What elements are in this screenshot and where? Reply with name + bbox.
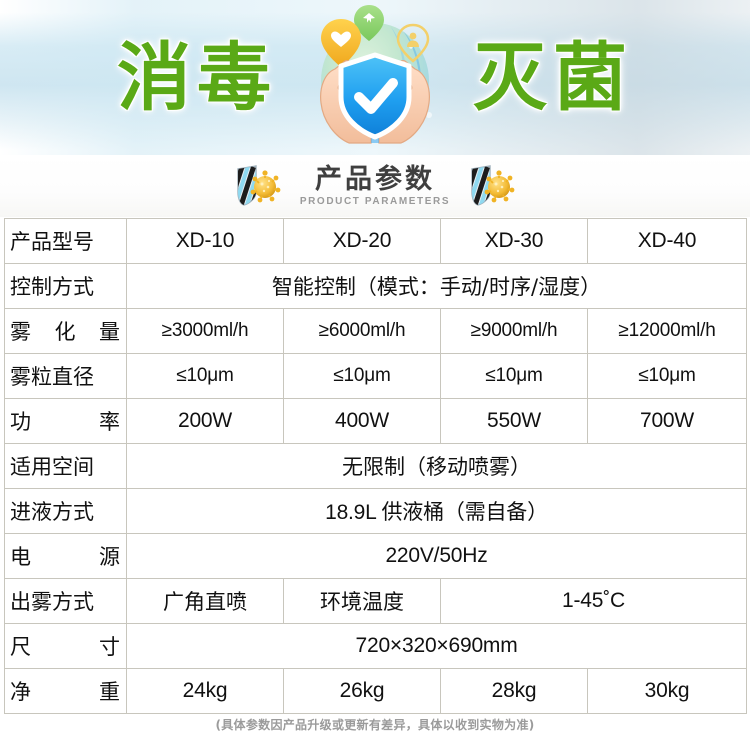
table-row: 电源 220V/50Hz	[4, 533, 747, 579]
row-label: 适用空间	[4, 443, 127, 489]
row-value: ≥12000ml/h	[587, 308, 747, 354]
row-value: ≥6000ml/h	[283, 308, 441, 354]
map-pin-heart-icon	[321, 18, 361, 67]
footnote: (具体参数因产品升级或更新有差异，具体以收到实物为准)	[215, 718, 535, 732]
table-row: 功率 200W 400W 550W 700W	[4, 398, 747, 444]
row-value: 400W	[283, 398, 441, 444]
row-value: ≤10μm	[440, 353, 588, 399]
row-value: 18.9L 供液桶（需自备）	[126, 488, 747, 534]
row-value: XD-40	[587, 218, 747, 264]
row-value: 广角直喷	[126, 578, 284, 624]
row-label: 尺寸	[4, 623, 127, 669]
banner-title-right: 灭菌	[473, 34, 633, 121]
shield-virus-icon	[232, 165, 284, 207]
row-value: 28kg	[440, 668, 588, 714]
row-value: XD-20	[283, 218, 441, 264]
row-value: 30kg	[587, 668, 747, 714]
table-row: 出雾方式 广角直喷 环境温度 1-45˚C	[4, 578, 747, 624]
row-value: 700W	[587, 398, 747, 444]
section-heading-cn: 产品参数	[314, 163, 435, 195]
row-value: 智能控制（模式：手动/时序/湿度）	[126, 263, 747, 309]
table-row: 净重 24kg 26kg 28kg 30kg	[4, 668, 747, 714]
map-pin-person-icon	[396, 23, 430, 63]
table-row: 适用空间 无限制（移动喷雾）	[4, 443, 747, 489]
row-label: 控制方式	[4, 263, 127, 309]
row-label: 功率	[4, 398, 127, 444]
row-label: 出雾方式	[4, 578, 127, 624]
row-value: ≤10μm	[283, 353, 441, 399]
hands-holding-shield-check-icon	[291, 3, 459, 153]
row-value: ≤10μm	[587, 353, 747, 399]
row-label: 产品型号	[4, 218, 127, 264]
row-value: ≥3000ml/h	[126, 308, 284, 354]
map-pin-plane-icon	[354, 4, 384, 41]
spec-table-body: 产品型号 XD-10 XD-20 XD-30 XD-40 控制方式 智能控制（模式：手动/时…	[4, 218, 747, 714]
section-heading: 产品参数 PRODUCT PARAMETERS	[0, 155, 750, 217]
table-row: 进液方式 18.9L 供液桶（需自备）	[4, 488, 747, 534]
row-value: 720×320×690mm	[126, 623, 747, 669]
row-label: 进液方式	[4, 488, 127, 534]
row-value: 环境温度	[283, 578, 441, 624]
row-label: 雾化量	[4, 308, 127, 354]
table-row: 产品型号 XD-10 XD-20 XD-30 XD-40	[4, 218, 747, 264]
table-row: 雾粒直径 ≤10μm ≤10μm ≤10μm ≤10μm	[4, 353, 747, 399]
shield-virus-icon	[466, 165, 518, 207]
section-heading-en: PRODUCT PARAMETERS	[299, 195, 451, 207]
banner-title-left: 消毒	[117, 34, 277, 121]
row-value: XD-10	[126, 218, 284, 264]
spec-table-wrapper: 产品型号 XD-10 XD-20 XD-30 XD-40 控制方式 智能控制（模式：手动/时…	[4, 218, 747, 714]
table-row: 尺寸 720×320×690mm	[4, 623, 747, 669]
row-value: XD-30	[440, 218, 588, 264]
row-value: 26kg	[283, 668, 441, 714]
row-label: 雾粒直径	[4, 353, 127, 399]
section-heading-text: 产品参数 PRODUCT PARAMETERS	[300, 166, 450, 207]
row-label: 电源	[4, 533, 127, 579]
row-value: 无限制（移动喷雾）	[126, 443, 747, 489]
spec-table: 产品型号 XD-10 XD-20 XD-30 XD-40 控制方式 智能控制（模式：手动/时…	[4, 218, 747, 714]
table-row: 雾化量 ≥3000ml/h ≥6000ml/h ≥9000ml/h ≥12000ml/h	[4, 308, 747, 354]
row-value: 220V/50Hz	[126, 533, 747, 579]
row-value: 24kg	[126, 668, 284, 714]
row-value: 1-45˚C	[440, 578, 747, 624]
hero-banner: 消毒	[0, 0, 750, 155]
row-value: ≥9000ml/h	[440, 308, 588, 354]
row-label: 净重	[4, 668, 127, 714]
row-value: ≤10μm	[126, 353, 284, 399]
row-value: 550W	[440, 398, 588, 444]
row-value: 200W	[126, 398, 284, 444]
table-row: 控制方式 智能控制（模式：手动/时序/湿度）	[4, 263, 747, 309]
